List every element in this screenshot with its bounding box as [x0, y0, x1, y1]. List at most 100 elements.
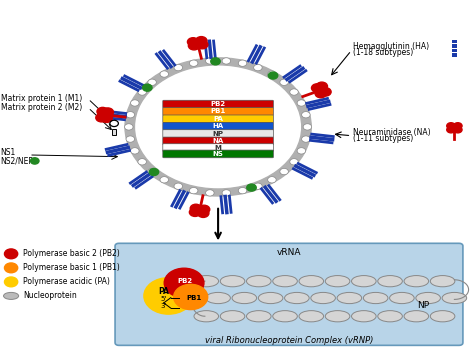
FancyBboxPatch shape: [163, 137, 273, 145]
Text: Polymerase basic 2 (PB2): Polymerase basic 2 (PB2): [23, 249, 120, 258]
Circle shape: [222, 190, 230, 196]
Ellipse shape: [220, 310, 245, 322]
Circle shape: [190, 208, 201, 216]
Circle shape: [297, 100, 306, 106]
FancyBboxPatch shape: [112, 129, 116, 135]
Text: PB2: PB2: [210, 101, 226, 107]
FancyBboxPatch shape: [163, 115, 273, 123]
FancyBboxPatch shape: [163, 144, 273, 151]
Circle shape: [206, 58, 214, 64]
Circle shape: [199, 205, 210, 214]
Text: PB1: PB1: [187, 295, 202, 301]
Circle shape: [190, 204, 201, 213]
Ellipse shape: [258, 293, 283, 304]
Circle shape: [130, 100, 139, 106]
Circle shape: [148, 168, 156, 175]
Circle shape: [164, 268, 204, 298]
Text: Matrix protein 1 (M1): Matrix protein 1 (M1): [0, 94, 82, 103]
Circle shape: [173, 284, 208, 309]
Circle shape: [268, 71, 276, 77]
FancyBboxPatch shape: [163, 130, 273, 137]
Circle shape: [160, 71, 169, 77]
Circle shape: [297, 148, 306, 154]
Circle shape: [135, 65, 302, 189]
Circle shape: [454, 127, 462, 133]
Circle shape: [190, 188, 198, 194]
FancyBboxPatch shape: [163, 100, 273, 108]
Circle shape: [290, 159, 298, 165]
Circle shape: [211, 58, 220, 65]
Text: 3': 3': [161, 303, 167, 309]
Ellipse shape: [404, 276, 428, 287]
Ellipse shape: [378, 276, 402, 287]
FancyBboxPatch shape: [452, 44, 457, 48]
Circle shape: [197, 40, 208, 49]
Text: Hemagglutinin (HA): Hemagglutinin (HA): [353, 42, 429, 51]
Circle shape: [280, 168, 288, 175]
FancyBboxPatch shape: [115, 243, 463, 345]
Text: NP: NP: [418, 301, 430, 310]
Ellipse shape: [232, 293, 256, 304]
Circle shape: [301, 136, 310, 142]
FancyBboxPatch shape: [163, 122, 273, 130]
Text: (1-11 subtypes): (1-11 subtypes): [353, 134, 413, 143]
Circle shape: [187, 38, 199, 46]
Circle shape: [254, 64, 262, 71]
Text: Neuraminidase (NA): Neuraminidase (NA): [353, 128, 430, 137]
Ellipse shape: [430, 276, 455, 287]
Circle shape: [280, 79, 288, 86]
Circle shape: [102, 108, 113, 117]
Ellipse shape: [390, 293, 414, 304]
Text: (1-18 subtypes): (1-18 subtypes): [353, 48, 413, 57]
Ellipse shape: [194, 276, 219, 287]
Circle shape: [301, 112, 310, 118]
Ellipse shape: [325, 276, 350, 287]
Circle shape: [196, 37, 207, 45]
Circle shape: [447, 123, 455, 129]
Text: Matrix protein 2 (M2): Matrix protein 2 (M2): [0, 103, 82, 112]
FancyBboxPatch shape: [452, 49, 457, 52]
Circle shape: [160, 177, 169, 183]
Ellipse shape: [273, 276, 297, 287]
Circle shape: [97, 107, 109, 116]
Ellipse shape: [220, 276, 245, 287]
FancyBboxPatch shape: [452, 40, 457, 43]
Circle shape: [254, 183, 262, 189]
Text: NS2/NEP: NS2/NEP: [0, 156, 34, 165]
Circle shape: [454, 123, 462, 129]
Circle shape: [138, 159, 146, 165]
Circle shape: [290, 89, 298, 95]
Circle shape: [126, 112, 135, 118]
Circle shape: [247, 184, 256, 191]
Ellipse shape: [416, 293, 440, 304]
Circle shape: [268, 177, 276, 183]
Ellipse shape: [246, 276, 271, 287]
FancyBboxPatch shape: [163, 108, 273, 115]
Circle shape: [143, 84, 152, 91]
Ellipse shape: [206, 293, 230, 304]
Circle shape: [198, 209, 209, 218]
Text: PB2: PB2: [177, 278, 192, 284]
Ellipse shape: [337, 293, 362, 304]
Ellipse shape: [442, 293, 467, 304]
Ellipse shape: [273, 310, 297, 322]
Text: 5': 5': [161, 296, 167, 302]
Circle shape: [268, 72, 278, 79]
Ellipse shape: [246, 310, 271, 322]
Circle shape: [126, 136, 135, 142]
Text: NA: NA: [212, 138, 224, 144]
Circle shape: [447, 127, 455, 133]
Text: Polymerase acidic (PA): Polymerase acidic (PA): [23, 277, 110, 287]
Ellipse shape: [311, 293, 336, 304]
Circle shape: [125, 124, 133, 130]
Circle shape: [315, 89, 327, 98]
Text: Polymerase basic 1 (PB1): Polymerase basic 1 (PB1): [23, 263, 120, 272]
Circle shape: [4, 249, 18, 259]
Ellipse shape: [299, 310, 324, 322]
Ellipse shape: [299, 276, 324, 287]
Text: PA: PA: [213, 116, 223, 122]
Circle shape: [30, 158, 39, 164]
Text: NS: NS: [213, 151, 224, 157]
Circle shape: [144, 278, 193, 314]
Circle shape: [149, 169, 159, 176]
